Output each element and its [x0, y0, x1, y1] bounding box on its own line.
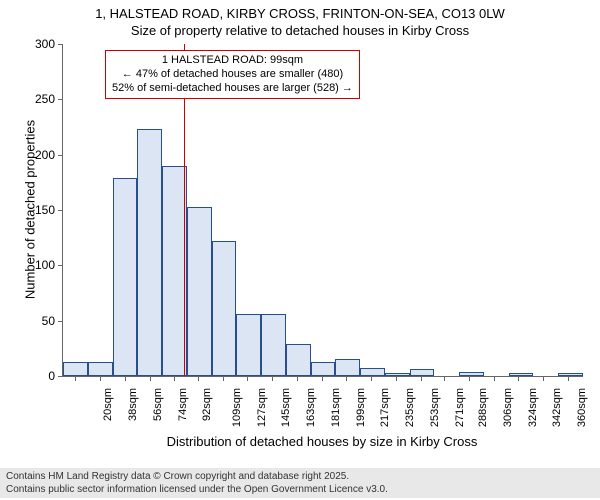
callout-line: 1 HALSTEAD ROAD: 99sqm	[112, 54, 353, 68]
xtick-mark	[272, 376, 273, 381]
histogram-bar	[311, 362, 336, 376]
xtick-label: 38sqm	[127, 388, 139, 421]
plot-area: 05010015020025030020sqm38sqm56sqm74sqm92…	[62, 44, 583, 377]
histogram-bar	[212, 241, 237, 376]
xtick-mark	[444, 376, 445, 381]
ytick-label: 300	[35, 37, 63, 51]
histogram-bar	[509, 373, 534, 376]
xtick-mark	[396, 376, 397, 381]
xtick-mark	[346, 376, 347, 381]
xtick-mark	[247, 376, 248, 381]
xtick-label: 20sqm	[102, 388, 114, 421]
xtick-mark	[494, 376, 495, 381]
histogram-bar	[335, 359, 360, 376]
histogram-bar	[286, 344, 311, 376]
attribution-line-1: Contains HM Land Registry data © Crown c…	[6, 470, 594, 483]
ytick-label: 50	[42, 314, 63, 328]
xtick-mark	[125, 376, 126, 381]
ytick-label: 100	[35, 258, 63, 272]
histogram-bar	[261, 314, 286, 376]
histogram-bar	[63, 362, 88, 376]
histogram-bar	[360, 368, 385, 376]
xtick-mark	[469, 376, 470, 381]
title-line-1: 1, HALSTEAD ROAD, KIRBY CROSS, FRINTON-O…	[0, 6, 600, 23]
xtick-label: 127sqm	[256, 388, 268, 427]
ytick-label: 0	[48, 369, 63, 383]
xtick-label: 324sqm	[527, 388, 539, 427]
xtick-label: 199sqm	[355, 388, 367, 427]
xtick-label: 163sqm	[305, 388, 317, 427]
xtick-label: 271sqm	[454, 388, 466, 427]
x-axis-label: Distribution of detached houses by size …	[62, 434, 582, 449]
xtick-mark	[543, 376, 544, 381]
xtick-mark	[371, 376, 372, 381]
attribution-footer: Contains HM Land Registry data © Crown c…	[0, 468, 600, 498]
xtick-mark	[322, 376, 323, 381]
histogram-bar	[558, 373, 583, 376]
xtick-mark	[198, 376, 199, 381]
xtick-mark	[421, 376, 422, 381]
xtick-label: 109sqm	[231, 388, 243, 427]
histogram-bar	[385, 373, 410, 376]
xtick-mark	[150, 376, 151, 381]
xtick-label: 217sqm	[380, 388, 392, 427]
xtick-label: 288sqm	[477, 388, 489, 427]
xtick-mark	[297, 376, 298, 381]
histogram-bar	[459, 372, 484, 376]
xtick-label: 342sqm	[551, 388, 563, 427]
histogram-bar	[113, 178, 138, 376]
xtick-label: 235sqm	[404, 388, 416, 427]
xtick-label: 253sqm	[429, 388, 441, 427]
xtick-mark	[174, 376, 175, 381]
histogram-bar	[236, 314, 261, 376]
xtick-mark	[100, 376, 101, 381]
chart-container: 1, HALSTEAD ROAD, KIRBY CROSS, FRINTON-O…	[0, 0, 600, 500]
histogram-bar	[187, 207, 212, 376]
attribution-line-2: Contains public sector information licen…	[6, 483, 594, 496]
histogram-bar	[88, 362, 113, 376]
xtick-mark	[75, 376, 76, 381]
xtick-label: 181sqm	[330, 388, 342, 427]
y-axis-label: Number of detached properties	[23, 110, 38, 310]
ytick-label: 250	[35, 92, 63, 106]
xtick-label: 360sqm	[576, 388, 588, 427]
xtick-mark	[223, 376, 224, 381]
histogram-bar	[137, 129, 162, 376]
xtick-label: 306sqm	[502, 388, 514, 427]
xtick-label: 92sqm	[201, 388, 213, 421]
xtick-label: 74sqm	[177, 388, 189, 421]
ytick-label: 150	[35, 203, 63, 217]
xtick-mark	[568, 376, 569, 381]
callout-line: 52% of semi-detached houses are larger (…	[112, 82, 353, 96]
title-line-2: Size of property relative to detached ho…	[0, 23, 600, 40]
histogram-bar	[410, 369, 435, 376]
ytick-label: 200	[35, 148, 63, 162]
xtick-mark	[518, 376, 519, 381]
callout-line: ← 47% of detached houses are smaller (48…	[112, 68, 353, 82]
xtick-label: 56sqm	[152, 388, 164, 421]
xtick-label: 145sqm	[280, 388, 292, 427]
callout-box: 1 HALSTEAD ROAD: 99sqm← 47% of detached …	[105, 50, 360, 99]
chart-title: 1, HALSTEAD ROAD, KIRBY CROSS, FRINTON-O…	[0, 0, 600, 40]
